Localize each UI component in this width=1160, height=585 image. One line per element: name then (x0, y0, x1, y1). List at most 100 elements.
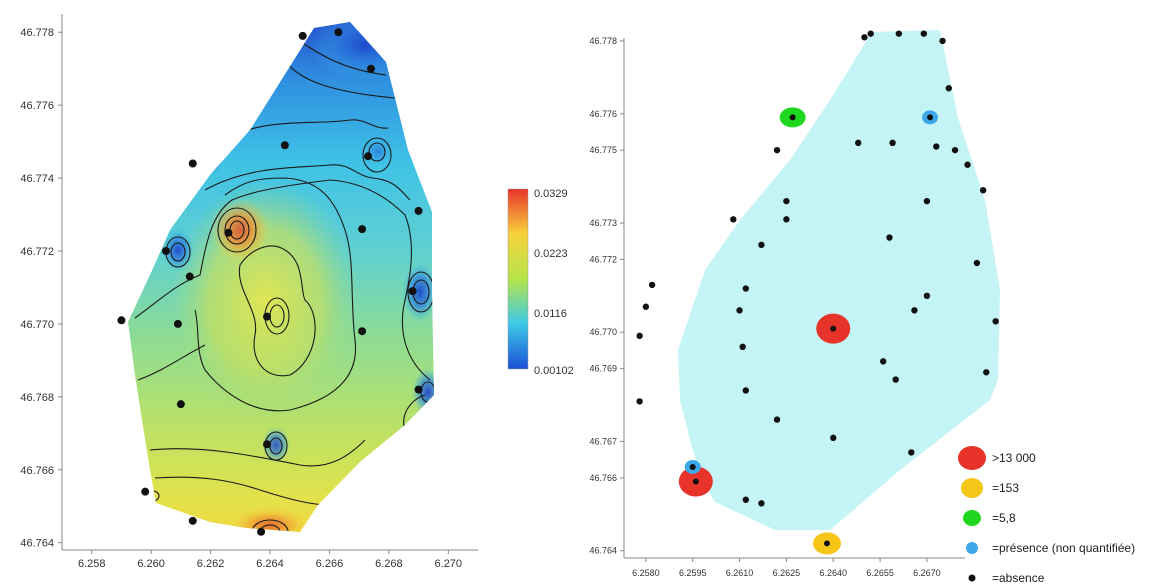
y-tick-label: 46.764 (20, 538, 54, 550)
y-tick-label: 46.770 (20, 319, 54, 331)
observation-point (823, 540, 830, 547)
colorbar-swatch (507, 188, 529, 370)
contour-line (154, 476, 331, 506)
x-tick-label: 6.262 (197, 558, 225, 570)
y-tick-label: 46.766 (589, 473, 617, 483)
absence-point (923, 197, 931, 205)
contour-line (285, 61, 396, 99)
legend-swatch (966, 542, 978, 554)
y-tick-label: 46.776 (20, 100, 54, 112)
sample-point (224, 228, 233, 237)
sample-point (173, 319, 182, 328)
absence-point (742, 285, 749, 292)
contour-ring (170, 242, 186, 262)
absence-point (730, 216, 737, 223)
contour-ring (362, 137, 392, 173)
x-tick-label: 6.258 (78, 558, 106, 570)
sample-point (298, 31, 307, 40)
contour-line (194, 177, 357, 412)
absence-point (773, 146, 781, 154)
observation-points (636, 30, 999, 555)
absence-point (939, 37, 946, 45)
legend-label: =5,8 (992, 511, 1016, 525)
contour-ring (224, 215, 250, 245)
x-tick-label: 6.264 (256, 558, 284, 570)
y-tick-label: 46.764 (589, 546, 617, 556)
contour-line (149, 439, 366, 467)
absence-point (979, 187, 987, 194)
presence-x-ticks: 6.2580 6.2595 6.2610 6.2625 6.2640 6.2655 6.26… (632, 558, 941, 578)
contour-ring (217, 207, 257, 253)
absence-point (911, 307, 918, 314)
sample-point (188, 159, 197, 168)
y-tick-label: 46.768 (20, 392, 54, 404)
absence-point (951, 146, 959, 154)
heatmap-surface (128, 22, 434, 532)
sample-point (188, 516, 197, 525)
contour-line (137, 344, 206, 381)
absence-point (830, 434, 837, 442)
x-tick-label: 6.2640 (819, 568, 847, 578)
absence-point (742, 496, 749, 503)
absence-point (867, 30, 874, 37)
heatmap-y-ticks: 46.764 46.766 46.768 46.770 46.772 46.774 46.7… (20, 27, 62, 550)
presence-axes (623, 38, 965, 559)
x-tick-label: 6.2655 (866, 568, 894, 578)
contour-ring (368, 142, 386, 162)
sample-points (117, 28, 423, 536)
legend: >13 000 =153 =5,8 =présence (non quantifiée… (958, 446, 1135, 585)
absence-point (889, 139, 896, 147)
contour-ring (259, 524, 281, 532)
sample-point (334, 28, 343, 37)
y-tick-label: 46.778 (589, 36, 617, 46)
sample-point (358, 327, 367, 336)
legend-label: =153 (992, 481, 1019, 495)
sample-point (358, 225, 367, 234)
sample-point (280, 141, 289, 150)
y-tick-label: 46.772 (589, 254, 617, 264)
legend-swatch (968, 574, 976, 582)
absence-point (783, 197, 790, 205)
observation-point (789, 114, 796, 121)
x-tick-label: 6.2595 (679, 568, 707, 578)
contour-line (234, 119, 389, 136)
sample-point (162, 247, 170, 256)
absence-point (886, 234, 893, 241)
heatmap-x-ticks: 6.258 6.260 6.262 6.264 6.266 6.268 6.270 (78, 550, 462, 570)
observation-point (927, 114, 934, 121)
absence-point (923, 292, 931, 300)
absence-point (861, 34, 868, 41)
colorbar-label: 0.00102 (534, 365, 574, 377)
colorbar-label: 0.0329 (534, 188, 568, 200)
x-tick-label: 6.268 (375, 558, 403, 570)
absence-point (933, 143, 940, 150)
x-tick-label: 6.2670 (913, 568, 941, 578)
y-tick-label: 46.773 (589, 218, 617, 228)
legend-swatch (963, 510, 981, 526)
sample-point (117, 316, 126, 325)
legend-swatch (961, 478, 983, 498)
legend-label: >13 000 (992, 451, 1036, 465)
absence-point (758, 500, 765, 507)
sample-point (176, 400, 185, 409)
contour-ring (204, 150, 220, 170)
y-tick-label: 46.769 (589, 364, 617, 374)
absence-point (636, 398, 643, 405)
absence-point (648, 281, 656, 289)
y-tick-label: 46.770 (589, 327, 617, 337)
absence-point (642, 303, 650, 310)
contour-line (204, 164, 411, 201)
absence-point (983, 369, 990, 376)
observation-point (689, 463, 696, 470)
absence-point (880, 358, 887, 365)
x-tick-label: 6.270 (435, 558, 463, 570)
colorbar: 0.0329 0.0223 0.0116 0.00102 (507, 188, 574, 377)
contour-ring (251, 519, 289, 532)
sample-point (185, 272, 194, 281)
y-tick-label: 46.772 (20, 246, 54, 258)
x-tick-label: 6.2610 (726, 568, 754, 578)
absence-point (992, 318, 999, 325)
legend-label: =présence (non quantifiée) (992, 541, 1135, 555)
absence-point (973, 259, 981, 267)
